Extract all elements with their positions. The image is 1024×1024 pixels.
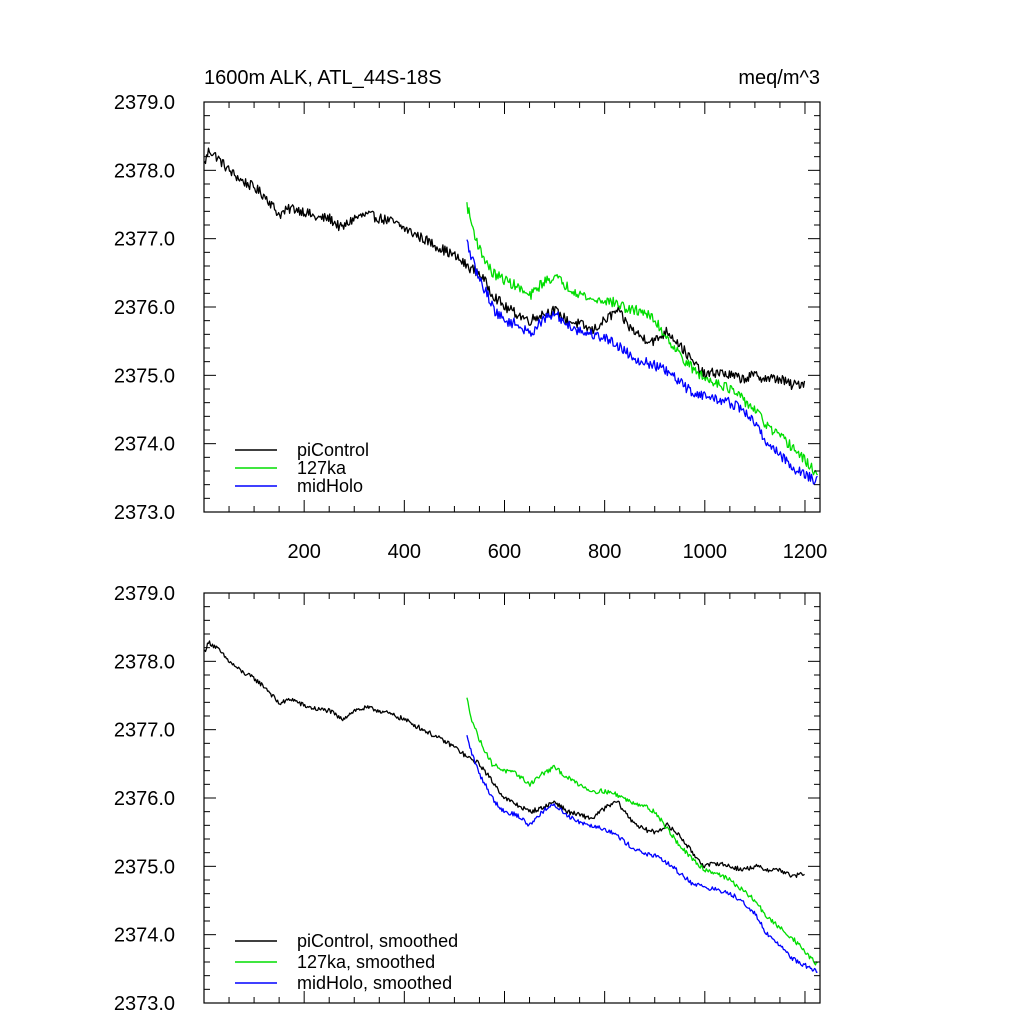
series-line-midholo-smoothed	[466, 735, 818, 973]
legend-label: 127ka	[297, 458, 347, 478]
x-tick-label: 1000	[683, 541, 728, 563]
x-tick-label: 800	[588, 541, 621, 563]
y-tick-label: 2373.0	[114, 502, 175, 524]
y-tick-label: 2377.0	[114, 720, 175, 742]
y-tick-label: 2378.0	[114, 651, 175, 673]
y-tick-label: 2376.0	[114, 788, 175, 810]
series-line-midholo	[466, 239, 818, 485]
series-line-127ka	[466, 202, 819, 476]
chart-title: 1600m ALK, ATL_44S-18S	[204, 67, 442, 89]
y-tick-label: 2376.0	[114, 297, 175, 319]
y-tick-label: 2375.0	[114, 365, 175, 387]
legend-label: piControl, smoothed	[297, 931, 458, 951]
series-line-picontrol	[203, 147, 806, 391]
y-tick-label: 2377.0	[114, 229, 175, 251]
legend-label: 127ka, smoothed	[297, 952, 435, 972]
y-tick-label: 2373.0	[114, 993, 175, 1015]
legend-label: midHolo	[297, 476, 363, 496]
y-tick-label: 2374.0	[114, 925, 175, 947]
y-tick-label: 2378.0	[114, 160, 175, 182]
y-tick-label: 2379.0	[114, 92, 175, 114]
y-tick-label: 2374.0	[114, 434, 175, 456]
bottom-plot-panel: 2373.0 2374.0 2375.0 2376.0 2377.0 2378.0 2379…	[114, 583, 821, 1015]
top-plot-panel: 1600m ALK, ATL_44S-18S meq/m^3 2373.0 237…	[114, 67, 827, 563]
x-tick-label: 1200	[783, 541, 828, 563]
y-tick-label: 2379.0	[114, 583, 175, 605]
series-line-127ka-smoothed	[466, 697, 818, 966]
x-tick-label: 200	[287, 541, 320, 563]
y-tick-label: 2375.0	[114, 856, 175, 878]
legend-label: midHolo, smoothed	[297, 973, 452, 993]
x-tick-label: 600	[488, 541, 521, 563]
x-tick-label: 400	[388, 541, 421, 563]
series-line-picontrol-smoothed	[203, 640, 805, 879]
chart-units: meq/m^3	[738, 67, 820, 89]
legend-label: piControl	[297, 440, 369, 460]
